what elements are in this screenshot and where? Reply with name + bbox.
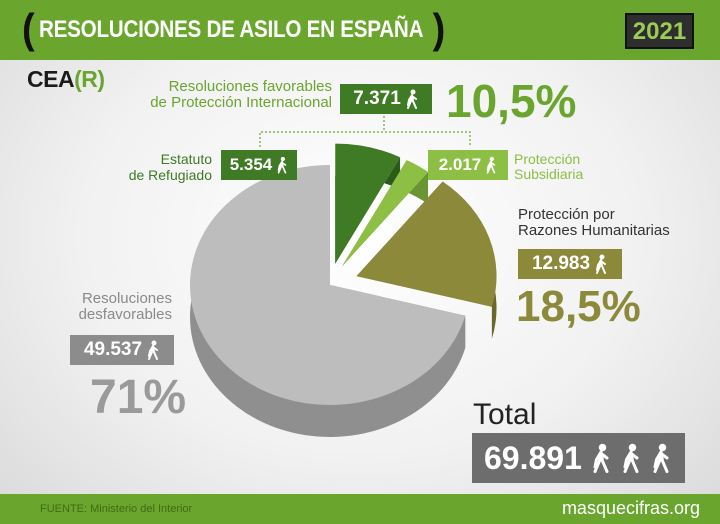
- walking-person-icon: [486, 156, 496, 174]
- footer-bar: [0, 494, 720, 524]
- bracket-right: ): [432, 6, 446, 54]
- favorable-label-line1: Resoluciones favorables: [168, 78, 332, 95]
- refugee-label: Estatuto de Refugiado: [100, 151, 212, 183]
- header-bar: [0, 0, 720, 60]
- favorable-value-box: 7.371: [340, 84, 432, 114]
- unfavorable-label: Resoluciones desfavorables: [50, 291, 172, 323]
- page-title: RESOLUCIONES DE ASILO EN ESPAÑA: [38, 16, 423, 43]
- humanitarian-value: 12.983: [531, 253, 591, 274]
- site-link[interactable]: masquecifras.org: [561, 498, 700, 518]
- walking-person-icon: [596, 254, 607, 274]
- humanitarian-label: Protección por Razones Humanitarias: [518, 207, 670, 239]
- unfavorable-percent: 71%: [90, 371, 187, 424]
- pie-slice-0: [190, 165, 466, 405]
- humanitarian-label-line1: Protección por: [518, 206, 615, 223]
- subsidiary-value: 2.017: [438, 155, 482, 174]
- unfavorable-value: 49.537: [83, 339, 143, 360]
- refugee-value-box: 5.354: [221, 150, 297, 180]
- refugee-value: 5.354: [229, 155, 273, 174]
- humanitarian-label-line2: Razones Humanitarias: [518, 222, 670, 239]
- humanitarian-percent: 18,5%: [516, 282, 641, 331]
- subsidiary-label-line1: Protección: [514, 151, 581, 167]
- refugee-label-line1: Estatuto: [160, 151, 212, 167]
- pie-slice-1: [335, 143, 401, 264]
- pie-chart: [190, 143, 497, 437]
- walking-person-icon: [148, 340, 159, 360]
- favorable-label-line2: de Protección Internacional: [150, 94, 332, 111]
- walking-person-icon: [277, 156, 287, 174]
- favorable-percent: 10,5%: [446, 75, 577, 127]
- subsidiary-label-line2: Subsidiaria: [514, 166, 584, 182]
- total-value: 69.891: [484, 439, 582, 476]
- subsidiary-value-box: 2.017: [428, 150, 508, 180]
- walking-person-icon: [593, 443, 609, 473]
- walking-person-icon: [406, 89, 417, 109]
- unfavorable-label-line2: desfavorables: [78, 306, 172, 323]
- unfavorable-value-box: 49.537: [70, 335, 174, 365]
- favorable-label: Resoluciones favorables de Protección In…: [110, 79, 332, 111]
- walking-person-icon: [653, 443, 669, 473]
- humanitarian-value-box: 12.983: [518, 249, 622, 279]
- total-value-box: 69.891: [472, 433, 685, 483]
- walking-person-icon: [623, 443, 639, 473]
- favorable-value: 7.371: [353, 88, 401, 109]
- subsidiary-label: Protección Subsidiaria: [514, 152, 583, 182]
- title-block: ( RESOLUCIONES DE ASILO EN ESPAÑA ): [22, 6, 446, 54]
- logo: CEA(R): [27, 66, 105, 93]
- unfavorable-label-line1: Resoluciones: [81, 290, 172, 307]
- year-badge: 2021: [625, 13, 694, 49]
- logo-text: CEA: [27, 66, 75, 92]
- source-note: FUENTE: Ministerio del Interior: [40, 503, 193, 515]
- total-label: Total: [473, 398, 537, 431]
- bracket-left: (: [22, 6, 35, 54]
- logo-r: (R): [74, 66, 105, 92]
- refugee-label-line2: de Refugiado: [128, 167, 212, 183]
- pie-slices: [190, 143, 497, 437]
- pie-slice-2: [341, 160, 429, 267]
- pie-slice-3: [356, 181, 497, 307]
